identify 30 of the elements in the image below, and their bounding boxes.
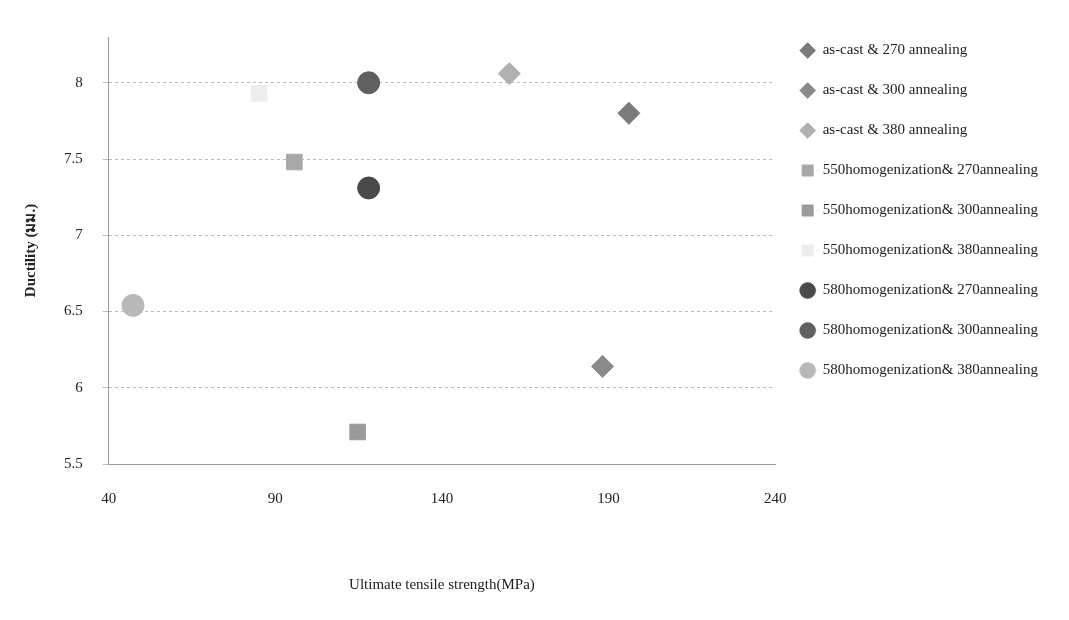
point bbox=[497, 62, 521, 86]
y-tick-label: 6 bbox=[75, 378, 84, 395]
x-tick-label: 140 bbox=[430, 489, 454, 506]
y-tick-label: 8 bbox=[75, 73, 83, 90]
legend-label: as-cast & 300 annealing bbox=[822, 81, 968, 98]
point bbox=[357, 176, 381, 200]
legend-label: as-cast & 270 annealing bbox=[822, 41, 968, 58]
legend-label: 550homogenization& 300annealing bbox=[822, 201, 1039, 218]
y-tick-label: 6.5 bbox=[64, 302, 83, 319]
legend-label: 550homogenization& 380annealing bbox=[822, 241, 1039, 258]
x-tick-label: 40 bbox=[101, 489, 117, 506]
x-tick-label: 190 bbox=[597, 489, 620, 506]
x-tick-label: 240 bbox=[763, 489, 787, 506]
legend-label: 550homogenization& 270annealing bbox=[822, 161, 1039, 178]
y-axis-title: Ductility (มม.) bbox=[21, 203, 39, 298]
point bbox=[591, 354, 615, 378]
point bbox=[349, 423, 366, 441]
x-axis-title: Ultimate tensile strength(MPa) bbox=[349, 575, 535, 593]
legend-label: 580homogenization& 300annealing bbox=[822, 321, 1039, 338]
point bbox=[121, 293, 145, 317]
x-tick-label: 90 bbox=[267, 489, 283, 506]
point bbox=[357, 71, 381, 95]
legend-label: 580homogenization& 270annealing bbox=[822, 281, 1039, 298]
y-tick-label: 7 bbox=[75, 226, 84, 243]
legend-label: as-cast & 380 annealing bbox=[822, 121, 968, 138]
y-tick-label: 5.5 bbox=[64, 454, 83, 471]
point bbox=[286, 153, 303, 171]
y-tick-label: 7.5 bbox=[64, 149, 83, 166]
legend-label: 580homogenization& 380annealing bbox=[822, 361, 1039, 378]
point bbox=[617, 101, 641, 125]
